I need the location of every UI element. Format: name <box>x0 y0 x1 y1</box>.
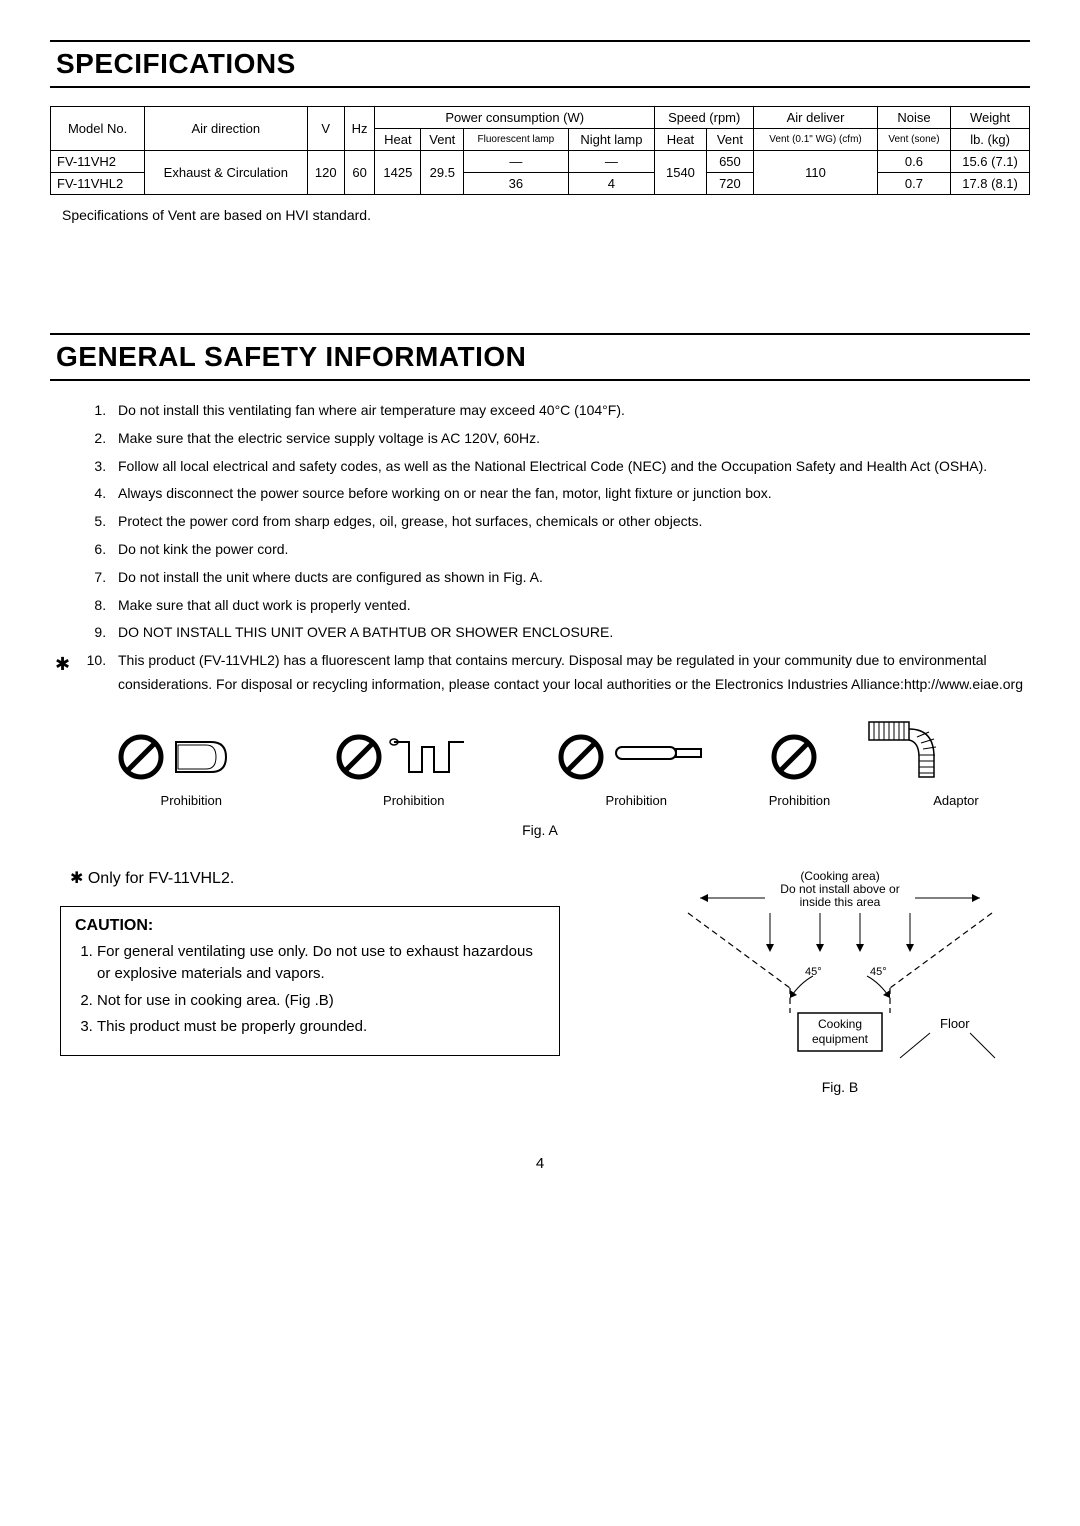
rule-top-2 <box>50 333 1030 335</box>
cell-pheat: 1425 <box>375 151 421 195</box>
figb-text2: Do not install above or <box>780 882 899 896</box>
figb-equip1: Cooking <box>818 1017 862 1031</box>
th-hz: Hz <box>344 107 374 151</box>
th-noise: Noise <box>877 107 950 129</box>
fig-a-item-2: Prohibition <box>314 727 514 808</box>
safety-item-9: DO NOT INSTALL THIS UNIT OVER A BATHTUB … <box>110 621 1030 645</box>
cell-hz: 60 <box>344 151 374 195</box>
rule-bottom-1 <box>50 86 1030 88</box>
th-deliver: Air deliver <box>754 107 878 129</box>
th-power: Power consumption (W) <box>375 107 655 129</box>
cell-pvent: 29.5 <box>421 151 464 195</box>
th-power-fl: Fluorescent lamp <box>464 129 568 151</box>
specifications-heading: SPECIFICATIONS <box>50 46 1030 84</box>
th-power-vent: Vent <box>421 129 464 151</box>
figb-text1: (Cooking area) <box>800 869 879 883</box>
th-weight: Weight <box>951 107 1030 129</box>
th-power-night: Night lamp <box>568 129 655 151</box>
cell-airdir: Exhaust & Circulation <box>145 151 307 195</box>
th-model: Model No. <box>51 107 145 151</box>
safety-item-5: Protect the power cord from sharp edges,… <box>110 510 1030 534</box>
only-note: ✱ Only for FV-11VHL2. <box>70 868 630 888</box>
fig-a-label-3: Prohibition <box>536 793 736 808</box>
prohibition-icon-1 <box>116 727 266 787</box>
caution-item-2: Not for use in cooking area. (Fig .B) <box>97 990 545 1013</box>
th-power-heat: Heat <box>375 129 421 151</box>
spec-footnote: Specifications of Vent are based on HVI … <box>62 207 1030 223</box>
cell-noise-1: 0.7 <box>877 173 950 195</box>
prohibition-icon-3 <box>556 727 716 787</box>
prohibition-icon-2 <box>334 727 494 787</box>
cell-v: 120 <box>307 151 344 195</box>
caution-item-1: For general ventilating use only. Do not… <box>97 941 545 986</box>
cell-sheat: 1540 <box>655 151 706 195</box>
cell-svent-1: 720 <box>706 173 754 195</box>
page-number: 4 <box>50 1155 1030 1172</box>
cell-svent-0: 650 <box>706 151 754 173</box>
only-note-text: Only for FV-11VHL2. <box>88 870 234 887</box>
fig-a-label-4: Prohibition <box>769 793 830 808</box>
specifications-table: Model No. Air direction V Hz Power consu… <box>50 106 1030 195</box>
star-icon-2: ✱ <box>70 870 88 887</box>
prohibition-icon-4 <box>769 717 979 787</box>
cell-pnight-0: — <box>568 151 655 173</box>
caution-item-3: This product must be properly grounded. <box>97 1016 545 1039</box>
safety-item-7: Do not install the unit where ducts are … <box>110 566 1030 590</box>
th-speed: Speed (rpm) <box>655 107 754 129</box>
safety-item-3: Follow all local electrical and safety c… <box>110 455 1030 479</box>
figb-equip2: equipment <box>812 1032 869 1046</box>
fig-a-label-1: Prohibition <box>91 793 291 808</box>
caution-box: CAUTION: For general ventilating use onl… <box>60 906 560 1056</box>
caution-title: CAUTION: <box>75 917 545 935</box>
th-noise-sub: Vent (sone) <box>877 129 950 151</box>
safety-item-6: Do not kink the power cord. <box>110 538 1030 562</box>
fig-a-item-1: Prohibition <box>91 727 291 808</box>
safety-heading: GENERAL SAFETY INFORMATION <box>50 339 1030 377</box>
fig-a-row: Prohibition Prohibition Prohibition <box>80 717 1000 808</box>
safety-item-10: ✱This product (FV-11VHL2) has a fluoresc… <box>110 649 1030 697</box>
fig-a-item-3: Prohibition <box>536 727 736 808</box>
safety-item-10-text: This product (FV-11VHL2) has a fluoresce… <box>118 652 1023 692</box>
th-speed-vent: Vent <box>706 129 754 151</box>
fig-a-label-2: Prohibition <box>314 793 514 808</box>
cell-model-0: FV-11VH2 <box>51 151 145 173</box>
rule-top-1 <box>50 40 1030 42</box>
safety-item-1: Do not install this ventilating fan wher… <box>110 399 1030 423</box>
cell-weight-1: 17.8 (8.1) <box>951 173 1030 195</box>
cell-pnight-1: 4 <box>568 173 655 195</box>
fig-b-caption: Fig. B <box>660 1079 1020 1095</box>
figb-angle-l: 45° <box>805 966 822 978</box>
cell-noise-0: 0.6 <box>877 151 950 173</box>
th-airdir: Air direction <box>145 107 307 151</box>
fig-a-item-4: Prohibition Adaptor <box>759 717 989 808</box>
safety-item-8: Make sure that all duct work is properly… <box>110 594 1030 618</box>
figb-text3: inside this area <box>800 895 881 909</box>
star-icon: ✱ <box>55 649 70 680</box>
cell-weight-0: 15.6 (7.1) <box>951 151 1030 173</box>
th-v: V <box>307 107 344 151</box>
figb-angle-r: 45° <box>870 966 887 978</box>
cell-pfl-1: 36 <box>464 173 568 195</box>
safety-item-4: Always disconnect the power source befor… <box>110 482 1030 506</box>
safety-list: Do not install this ventilating fan wher… <box>50 399 1030 697</box>
cell-model-1: FV-11VHL2 <box>51 173 145 195</box>
th-weight-sub: lb. (kg) <box>951 129 1030 151</box>
fig-b: (Cooking area) Do not install above or i… <box>660 868 1020 1095</box>
fig-a-adaptor-label: Adaptor <box>933 793 979 808</box>
caution-list: For general ventilating use only. Do not… <box>75 941 545 1039</box>
safety-item-2: Make sure that the electric service supp… <box>110 427 1030 451</box>
th-deliver-sub: Vent (0.1" WG) (cfm) <box>754 129 878 151</box>
figb-floor: Floor <box>940 1016 970 1031</box>
cell-pfl-0: — <box>464 151 568 173</box>
fig-a-caption: Fig. A <box>50 822 1030 838</box>
rule-bottom-2 <box>50 379 1030 381</box>
fig-b-diagram: (Cooking area) Do not install above or i… <box>670 868 1010 1068</box>
th-speed-heat: Heat <box>655 129 706 151</box>
cell-deliver: 110 <box>754 151 878 195</box>
